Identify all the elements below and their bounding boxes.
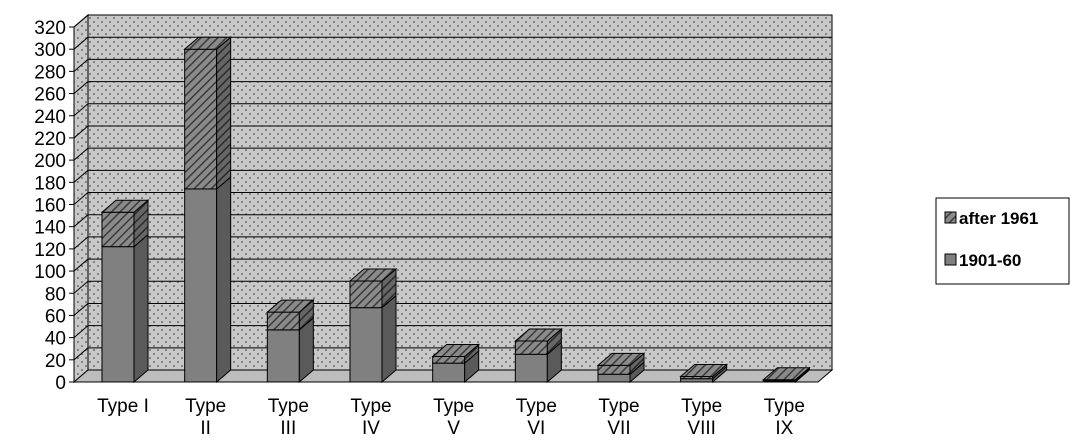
bar-side xyxy=(381,294,397,384)
bar-front xyxy=(184,48,218,190)
bar-front xyxy=(349,307,383,383)
bar-segment-series1 xyxy=(349,294,397,384)
gridline-side xyxy=(73,303,89,316)
x-category-label: Type VII xyxy=(598,396,639,439)
bar-front xyxy=(266,311,300,331)
x-category-label: Type V xyxy=(433,396,474,439)
x-category-label: Type IV xyxy=(350,396,391,439)
gridline-side xyxy=(73,58,89,72)
y-tick-label: 140 xyxy=(34,218,66,239)
y-tick-label: 300 xyxy=(34,40,66,61)
legend: after 1961 1901-60 xyxy=(935,197,1070,285)
legend-label: after 1961 xyxy=(959,209,1038,228)
y-tick-label: 280 xyxy=(34,62,66,83)
bar-side xyxy=(216,175,232,384)
y-tick-label: 20 xyxy=(45,351,66,372)
bar-front xyxy=(597,364,631,375)
y-tick-label: 200 xyxy=(34,151,66,172)
bar-segment-series2 xyxy=(679,363,729,380)
y-tick-label: 240 xyxy=(34,107,66,128)
legend-box xyxy=(935,197,1070,285)
bar-segment-series2 xyxy=(761,366,811,382)
legend-swatch xyxy=(944,211,957,224)
bar-top xyxy=(183,36,233,50)
y-tick-label: 180 xyxy=(34,173,66,194)
y-tick-label: 60 xyxy=(45,306,66,327)
bar-segment-series2 xyxy=(431,343,481,365)
x-axis-labels: Type I Type II Type III Type IV Type V Type VI Type… xyxy=(97,396,805,439)
bar-segment-series1 xyxy=(101,233,149,384)
bar-side xyxy=(133,233,149,384)
bar-top xyxy=(513,328,563,342)
gridline-side xyxy=(73,36,89,50)
bar-top xyxy=(265,299,315,313)
gridline-side xyxy=(73,125,89,139)
bar-front xyxy=(349,280,383,309)
bar-top xyxy=(348,268,398,282)
bar-front xyxy=(101,246,135,383)
bar-segment-series2 xyxy=(596,352,646,376)
y-tick-label: 40 xyxy=(45,329,66,350)
bar-side xyxy=(216,36,232,191)
bar-segment-series2 xyxy=(100,199,150,248)
gridline-side xyxy=(73,192,89,205)
gridline-side xyxy=(73,81,89,94)
bars xyxy=(100,36,811,384)
x-category-label: Type VIII xyxy=(681,396,722,439)
bar-segment-series1 xyxy=(266,316,314,384)
bar-segment-series2 xyxy=(513,327,563,356)
gridline-side xyxy=(73,347,89,361)
bar-segment-series2 xyxy=(265,299,315,331)
y-tick-label: 220 xyxy=(34,129,66,150)
bar-top xyxy=(679,363,729,377)
bar-front xyxy=(514,340,548,355)
y-tick-label: 0 xyxy=(55,373,66,394)
bar-front xyxy=(184,188,218,383)
bar-top xyxy=(596,352,646,366)
x-category-label: Type I xyxy=(97,396,149,417)
gridline-side xyxy=(73,14,89,28)
bar-front xyxy=(514,353,548,383)
gridline-side xyxy=(73,280,89,294)
legend-swatch xyxy=(944,253,957,266)
gridline-side xyxy=(73,325,89,339)
gridline-side xyxy=(73,214,89,228)
x-category-label: Type II xyxy=(185,396,226,439)
y-tick-label: 120 xyxy=(34,240,66,261)
gridline-side xyxy=(73,258,89,272)
legend-label: 1901-60 xyxy=(959,251,1021,270)
bar-front xyxy=(597,373,631,383)
y-axis: 0204060801001201401601802002202402602803… xyxy=(34,18,75,394)
bar-top xyxy=(761,367,811,381)
bar-front xyxy=(101,211,135,248)
bar-segment-series2 xyxy=(183,36,233,191)
bar-segment-series2 xyxy=(348,267,398,309)
y-tick-label: 320 xyxy=(34,18,66,39)
x-category-label: Type VI xyxy=(516,396,557,439)
x-category-label: Type IX xyxy=(764,396,805,439)
gridline-side xyxy=(73,169,89,183)
gridline-side xyxy=(73,103,89,117)
bar-top xyxy=(100,199,150,213)
bar-front xyxy=(266,329,300,383)
y-tick-label: 80 xyxy=(45,284,66,305)
bar-segment-series1 xyxy=(184,175,232,384)
y-tick-label: 100 xyxy=(34,262,66,283)
bar-front xyxy=(432,362,466,383)
gridline-side xyxy=(73,236,89,250)
gridline-side xyxy=(73,147,89,161)
y-tick-label: 160 xyxy=(34,196,66,217)
bar-front xyxy=(432,355,466,364)
x-category-label: Type III xyxy=(268,396,309,439)
y-tick-label: 260 xyxy=(34,85,66,106)
bar-top xyxy=(431,343,481,357)
